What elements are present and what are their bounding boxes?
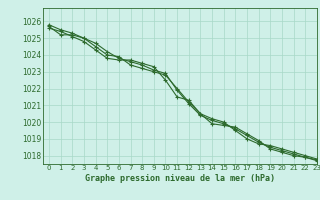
X-axis label: Graphe pression niveau de la mer (hPa): Graphe pression niveau de la mer (hPa) [85, 174, 275, 183]
